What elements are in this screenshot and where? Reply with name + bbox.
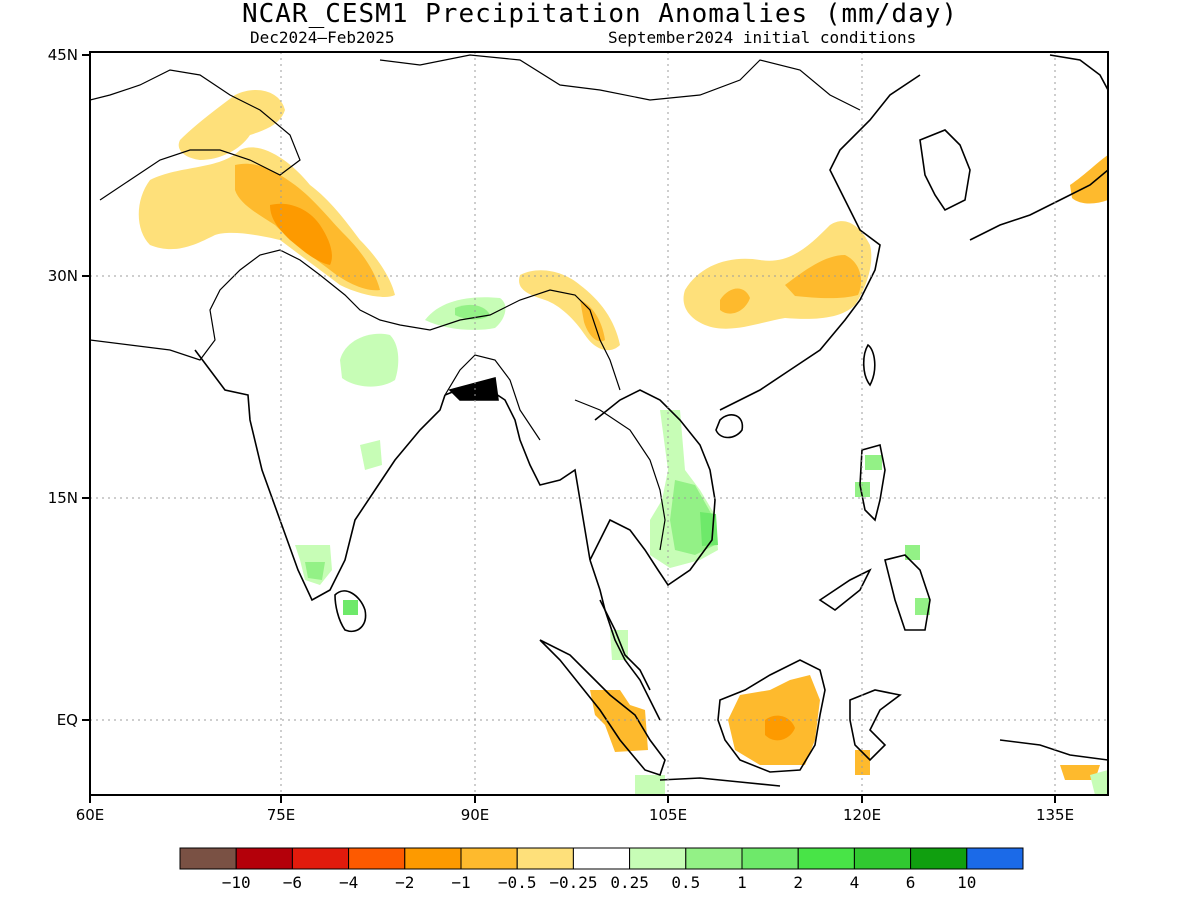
wet-anomaly-sri-lanka (343, 600, 358, 615)
wet-anomaly-western-ghats-core (305, 562, 325, 580)
colorbar-swatch (685, 847, 743, 870)
dry-anomaly-borneo-core (765, 715, 795, 741)
map-frame (89, 51, 1109, 796)
axis-ticks (82, 54, 1056, 803)
colorbar-swatch (572, 847, 631, 870)
precip-anomaly-map (90, 52, 1108, 795)
dry-anomaly-sulawesi (855, 750, 870, 775)
colorbar-label: 1 (737, 873, 747, 892)
colorbar-swatch (629, 847, 687, 870)
colorbar-swatch (741, 847, 799, 870)
lon-label: 135E (1036, 806, 1074, 824)
wet-anomaly-east-india (360, 440, 382, 470)
lat-label: 15N (48, 489, 78, 507)
colorbar-label: −0.5 (498, 873, 537, 892)
colorbar-swatch (235, 847, 293, 870)
forecast-period: Dec2024–Feb2025 (250, 28, 395, 47)
lon-label: 75E (267, 806, 296, 824)
dry-anomaly-central-china-core (720, 255, 862, 314)
colorbar-label: 0.5 (671, 873, 700, 892)
lon-label: 90E (461, 806, 490, 824)
map-title: NCAR_CESM1 Precipitation Anomalies (mm/d… (241, 0, 959, 29)
wet-anomaly-philippines (855, 455, 930, 615)
colorbar-swatch (348, 847, 406, 870)
country-borders (90, 54, 861, 551)
coastlines (194, 54, 1108, 787)
dry-anomaly-northwest (178, 90, 285, 160)
colorbar-swatch (179, 847, 237, 870)
colorbar-label: −4 (339, 873, 358, 892)
wet-anomaly-malay (610, 630, 1108, 795)
colorbar-label: 2 (793, 873, 803, 892)
colorbar: −10 −6 −4 −2 −1 −0.5 −0.25 0.25 0.5 1 2 4 6 10 (179, 847, 1024, 892)
colorbar-swatch (460, 847, 518, 870)
colorbar-swatch (853, 847, 912, 870)
lat-axis-labels: 45N 30N 15N EQ (48, 46, 78, 729)
graticule (90, 52, 1108, 795)
dry-anomaly-japan (1070, 155, 1108, 204)
dry-anomaly-eastern-himalaya (519, 270, 620, 351)
colorbar-swatch (516, 847, 574, 870)
lon-label: 105E (649, 806, 687, 824)
dry-anomaly-new-guinea (1060, 765, 1100, 780)
colorbar-label: 10 (957, 873, 976, 892)
lat-label: 30N (48, 267, 78, 285)
colorbar-label: −2 (395, 873, 414, 892)
colorbar-label: −6 (283, 873, 302, 892)
lat-label: 45N (48, 46, 78, 64)
colorbar-swatch (291, 847, 350, 870)
wet-anomaly-central-india (340, 333, 399, 387)
colorbar-label: 0.25 (610, 873, 649, 892)
lon-axis-labels: 60E 75E 90E 105E 120E 135E (76, 806, 1074, 824)
colorbar-swatch (966, 847, 1024, 870)
dry-anomaly-eastern-himalaya-core (580, 300, 605, 342)
dry-anomaly-kashmir (270, 203, 332, 265)
lon-label: 120E (843, 806, 881, 824)
wet-anomaly-vietnam-peak (700, 512, 718, 546)
dry-anomaly-sumatra (590, 690, 648, 752)
initial-conditions: September2024 initial conditions (608, 28, 917, 47)
colorbar-swatch (797, 847, 855, 870)
colorbar-label: −10 (222, 873, 251, 892)
colorbar-label: 4 (850, 873, 860, 892)
colorbar-label: 6 (906, 873, 916, 892)
colorbar-swatch (910, 847, 968, 870)
lat-label: EQ (57, 711, 78, 729)
colorbar-label: −0.25 (549, 873, 597, 892)
lon-label: 60E (76, 806, 105, 824)
colorbar-swatch (404, 847, 462, 870)
colorbar-label: −1 (451, 873, 470, 892)
